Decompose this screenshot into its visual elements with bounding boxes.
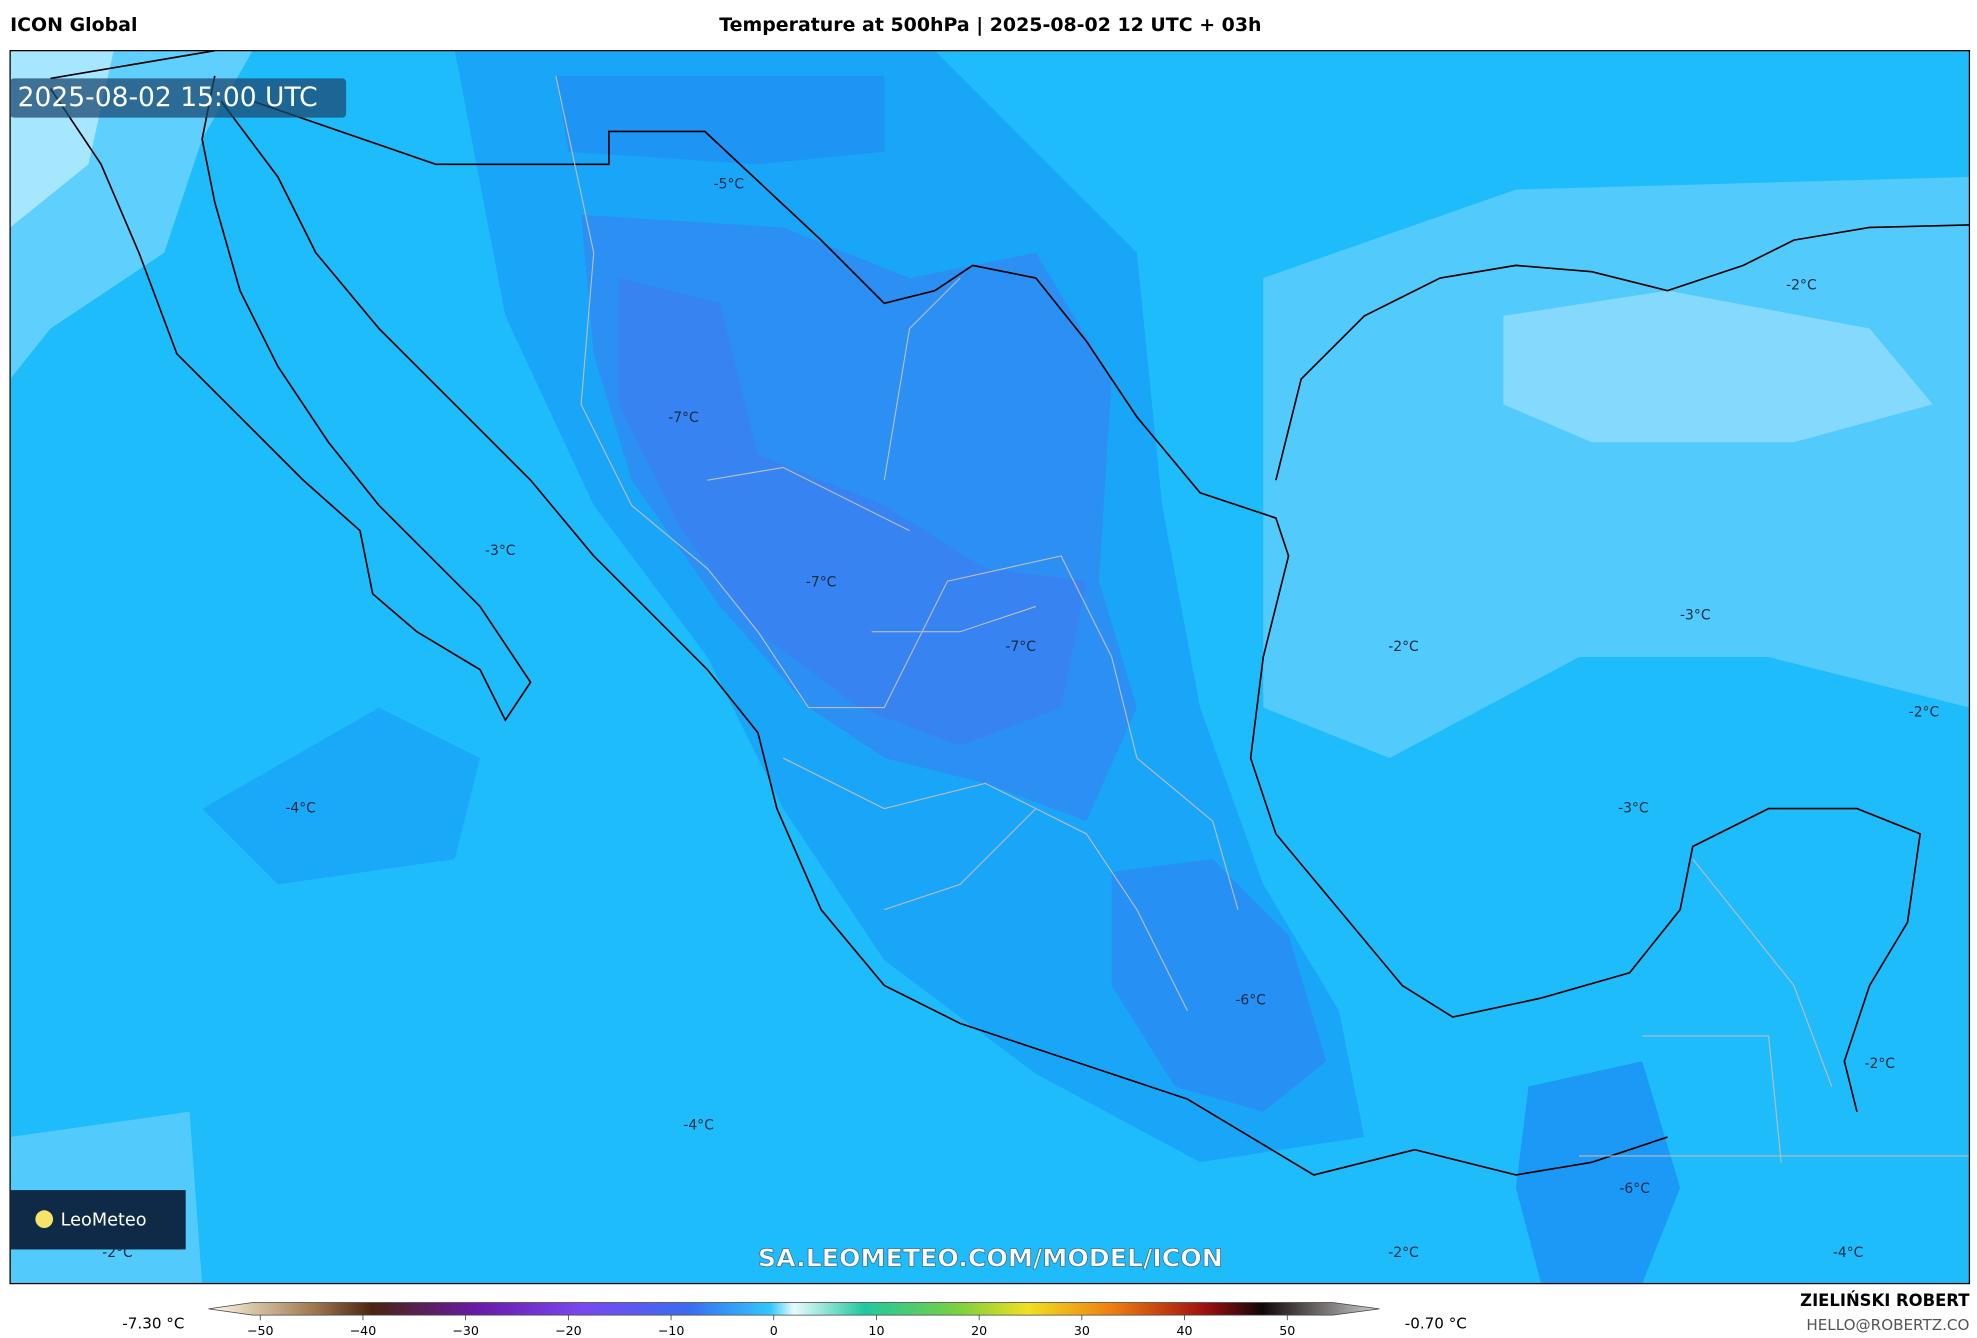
colorbar-min: -7.30 °C — [122, 1314, 184, 1332]
field-dark — [555, 75, 885, 165]
colorbar-tick-label: −50 — [247, 1323, 274, 1338]
coastline — [49, 75, 532, 722]
colorbar-max: -0.70 °C — [1405, 1314, 1467, 1332]
contour-label: -2°C — [1909, 705, 1939, 721]
contour-label: -4°C — [1833, 1245, 1863, 1261]
watermark: SA.LEOMETEO.COM/MODEL/ICON — [758, 1244, 1223, 1273]
contour-label: -4°C — [683, 1118, 713, 1134]
coastline — [934, 264, 1922, 1112]
contour-label: -3°C — [1680, 607, 1710, 623]
contour-label: -4°C — [285, 801, 315, 817]
field-dark — [1515, 1061, 1681, 1284]
colorbar-tick-label: 0 — [770, 1323, 778, 1338]
colorbar-tick-label: 50 — [1279, 1323, 1295, 1338]
colorbar-tick-label: −10 — [658, 1323, 685, 1338]
colorbar-tick-label: −40 — [350, 1323, 377, 1338]
contour-labels: -5°C -7°C -3°C -7°C -7°C -2°C -3°C -2°C -2°C -4°C… — [102, 177, 1939, 1262]
colorbar-ticks: −50 −40 −30 −20 −10 0 10 20 30 40 50 — [247, 1315, 1295, 1338]
contour-label: -5°C — [714, 177, 744, 193]
colorbar-tick-label: −20 — [555, 1323, 582, 1338]
contact: HELLO@ROBERTZ.CO — [1806, 1316, 1969, 1334]
contour-label: -3°C — [1618, 801, 1648, 817]
map-title: Temperature at 500hPa | 2025-08-02 12 UT… — [719, 14, 1261, 36]
valid-time: 2025-08-02 15:00 UTC — [18, 82, 318, 113]
colorbar — [208, 1302, 1380, 1316]
field-lightest — [1503, 290, 1933, 443]
coastline — [1275, 224, 1970, 481]
coastline — [220, 100, 1668, 1176]
contour-label: -7°C — [806, 574, 836, 590]
model-name: ICON Global — [10, 14, 137, 36]
contour-label: -2°C — [1786, 278, 1816, 294]
author: ZIELIŃSKI ROBERT — [1800, 1291, 1970, 1310]
time-box — [10, 78, 347, 118]
map — [10, 50, 1970, 1284]
colorbar-tick-label: 10 — [868, 1323, 884, 1338]
contour-label: -7°C — [668, 410, 698, 426]
field-darker — [1111, 859, 1327, 1112]
colorbar-tick-label: 30 — [1074, 1323, 1090, 1338]
logo-text: LeoMeteo — [61, 1210, 147, 1230]
logo-sun — [35, 1210, 54, 1228]
colorbar-tick-label: 20 — [971, 1323, 987, 1338]
field-mid — [202, 707, 481, 885]
contour-label: -2°C — [1388, 639, 1418, 655]
map-frame — [9, 50, 1971, 1285]
colorbar-tick-label: 40 — [1177, 1323, 1193, 1338]
state-border — [555, 75, 1970, 1163]
colorbar-tick-label: −30 — [452, 1323, 479, 1338]
contour-label: -2°C — [1388, 1245, 1418, 1261]
contour-label: -6°C — [1619, 1181, 1649, 1197]
contour-label: -7°C — [1005, 639, 1035, 655]
contour-label: -6°C — [1235, 993, 1265, 1009]
border-line — [50, 50, 936, 305]
contour-label: -2°C — [1864, 1056, 1894, 1072]
contour-label: -3°C — [485, 543, 515, 559]
